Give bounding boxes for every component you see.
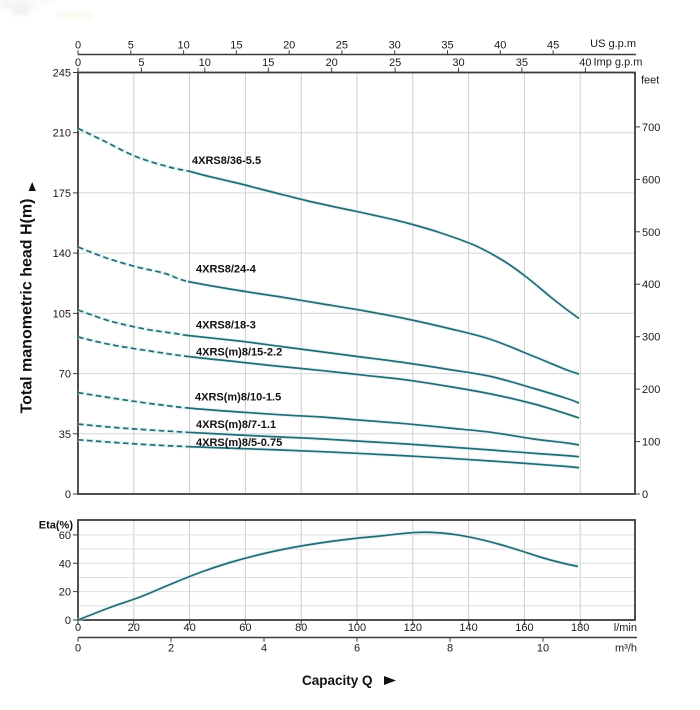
svg-text:5: 5	[138, 57, 144, 69]
svg-text:200: 200	[642, 384, 660, 396]
svg-text:210: 210	[53, 128, 71, 140]
svg-text:feet: feet	[641, 75, 659, 87]
svg-text:100: 100	[642, 437, 660, 449]
svg-text:l/min: l/min	[614, 622, 637, 634]
svg-text:2: 2	[168, 643, 174, 655]
svg-text:4XRS8/18-3: 4XRS8/18-3	[196, 319, 256, 331]
svg-text:60: 60	[59, 530, 71, 542]
svg-text:35: 35	[441, 40, 453, 52]
svg-text:4XRS(m)8/10-1.5: 4XRS(m)8/10-1.5	[195, 392, 281, 404]
svg-text:Imp g.p.m: Imp g.p.m	[594, 57, 643, 69]
svg-text:10: 10	[537, 643, 549, 655]
svg-text:30: 30	[389, 40, 401, 52]
svg-text:10: 10	[199, 57, 211, 69]
svg-text:140: 140	[459, 622, 477, 634]
svg-text:0: 0	[75, 40, 81, 52]
svg-text:45: 45	[547, 40, 559, 52]
svg-text:35: 35	[516, 57, 528, 69]
svg-text:Eta(%): Eta(%)	[39, 520, 74, 532]
svg-text:160: 160	[515, 622, 533, 634]
svg-text:700: 700	[642, 122, 660, 134]
svg-text:35: 35	[59, 429, 71, 441]
svg-text:4XRS8/24-4: 4XRS8/24-4	[196, 264, 257, 276]
svg-text:100: 100	[348, 622, 366, 634]
svg-text:60: 60	[239, 622, 251, 634]
svg-text:600: 600	[642, 174, 660, 186]
svg-text:0: 0	[75, 622, 81, 634]
svg-text:4XRS(m)8/5-0.75: 4XRS(m)8/5-0.75	[196, 437, 282, 449]
svg-text:25: 25	[389, 57, 401, 69]
svg-text:180: 180	[571, 622, 589, 634]
svg-text:4: 4	[261, 643, 267, 655]
svg-text:0: 0	[642, 489, 648, 501]
svg-text:40: 40	[59, 558, 71, 570]
svg-text:20: 20	[128, 622, 140, 634]
svg-text:Total manometric head H(m): Total manometric head H(m)	[19, 199, 36, 414]
svg-text:5: 5	[128, 40, 134, 52]
svg-text:500: 500	[642, 227, 660, 239]
svg-text:0: 0	[75, 57, 81, 69]
svg-text:0: 0	[65, 489, 71, 501]
svg-text:300: 300	[642, 332, 660, 344]
svg-text:Capacity Q: Capacity Q	[302, 673, 373, 688]
svg-text:20: 20	[59, 587, 71, 599]
svg-text:40: 40	[579, 57, 591, 69]
svg-text:20: 20	[326, 57, 338, 69]
svg-text:4XRS(m)8/15-2.2: 4XRS(m)8/15-2.2	[196, 347, 282, 359]
svg-text:70: 70	[59, 369, 71, 381]
svg-text:20: 20	[283, 40, 295, 52]
svg-text:6: 6	[354, 643, 360, 655]
svg-text:175: 175	[53, 188, 71, 200]
svg-text:140: 140	[53, 248, 71, 260]
svg-text:0: 0	[65, 615, 71, 627]
svg-text:30: 30	[452, 57, 464, 69]
svg-text:US g.p.m: US g.p.m	[590, 38, 636, 50]
svg-text:8: 8	[447, 643, 453, 655]
svg-text:25: 25	[336, 40, 348, 52]
svg-text:40: 40	[183, 622, 195, 634]
svg-text:80: 80	[295, 622, 307, 634]
svg-text:4XRS(m)8/7-1.1: 4XRS(m)8/7-1.1	[196, 419, 276, 431]
svg-text:15: 15	[230, 40, 242, 52]
svg-text:105: 105	[53, 308, 71, 320]
svg-text:120: 120	[404, 622, 422, 634]
svg-text:10: 10	[177, 40, 189, 52]
svg-text:400: 400	[642, 279, 660, 291]
svg-text:15: 15	[262, 57, 274, 69]
svg-text:4XRS8/36-5.5: 4XRS8/36-5.5	[192, 155, 261, 167]
svg-text:m³/h: m³/h	[615, 643, 637, 655]
svg-text:0: 0	[75, 643, 81, 655]
svg-text:245: 245	[53, 68, 71, 80]
svg-text:40: 40	[494, 40, 506, 52]
